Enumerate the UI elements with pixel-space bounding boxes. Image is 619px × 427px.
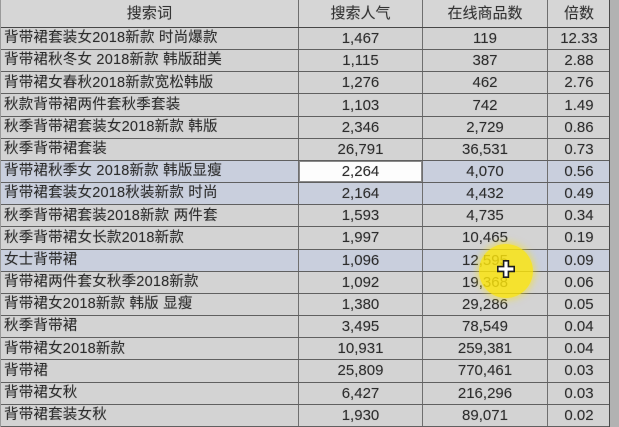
table-row: 背带裙套装女秋 1,930 89,071 0.02 [1,404,609,427]
cell-ratio[interactable]: 2.88 [564,52,594,70]
cell-ratio[interactable]: 0.19 [564,229,594,247]
cell-products[interactable]: 462 [423,72,548,94]
cell-products[interactable]: 10,465 [423,227,548,249]
cell-popularity[interactable]: 1,997 [299,227,423,249]
cell-ratio[interactable]: 0.86 [564,118,594,136]
table-row: 秋季背带裙 3,495 78,549 0.04 [1,316,609,339]
cell-popularity[interactable]: 1,096 [299,249,423,271]
cell-ratio[interactable]: 0.34 [564,207,594,225]
table-row: 背带裙秋季女 2018新款 韩版显瘦 2,264 4,070 0.56 [1,160,609,184]
header-search-popularity[interactable]: 搜索人气 [299,0,423,27]
cell-ratio[interactable]: 0.06 [564,273,594,291]
cell-search-term[interactable]: 秋季背带裙套装2018新款 两件套 [1,205,299,227]
cell-search-term[interactable]: 背带裙套装女2018秋装新款 时尚 [1,183,299,205]
cell-search-term[interactable]: 背带裙女2018新款 韩版 显瘦 [1,293,299,316]
cell-products[interactable]: 216,296 [423,382,548,404]
cell-search-term[interactable]: 背带裙秋季女 2018新款 韩版显瘦 [1,160,299,183]
cell-popularity[interactable]: 1,103 [299,94,423,116]
cell-ratio[interactable]: 0.73 [564,140,594,158]
table-row: 背带裙女2018新款 10,931 259,381 0.04 [1,338,609,361]
cell-ratio[interactable]: 1.49 [564,96,594,114]
cell-search-term[interactable]: 背带裙 [1,360,299,382]
cell-search-term[interactable]: 秋季背带裙套装女2018新款 韩版 [1,116,299,138]
cell-popularity[interactable]: 1,115 [299,50,423,72]
cell-products[interactable]: 19,368 [423,271,548,293]
table-row: 背带裙 25,809 770,461 0.03 [1,360,609,383]
cell-ratio[interactable]: 0.56 [564,163,594,181]
header-ratio[interactable]: 倍数 [563,5,594,22]
table-row: 秋季背带裙套装2018新款 两件套 1,593 4,735 0.34 [1,205,609,228]
table-row: 背带裙女春秋2018新款宽松韩版 1,276 462 2.76 [1,72,609,95]
table-row: 背带裙女2018新款 韩版 显瘦 1,380 29,286 0.05 [1,293,609,317]
active-cell[interactable]: 2,264 [299,160,423,183]
cell-ratio[interactable]: 0.03 [564,384,594,402]
table-row: 背带裙秋冬女 2018新款 韩版甜美 1,115 387 2.88 [1,50,609,73]
cell-products[interactable]: 119 [423,28,548,50]
table-row: 背带裙女秋 6,427 216,296 0.03 [1,382,609,405]
cell-search-term[interactable]: 女士背带裙 [1,249,299,271]
cell-products[interactable]: 4,070 [423,160,548,183]
header-online-products[interactable]: 在线商品数 [423,0,548,27]
cell-ratio[interactable]: 0.03 [564,362,594,380]
cell-products[interactable]: 770,461 [423,360,548,382]
cell-ratio[interactable]: 12.33 [560,30,598,48]
table-row: 背带裙套装女2018新款 时尚爆款 1,467 119 12.33 [1,28,609,51]
table-row: 背带裙两件套女秋季2018新款 1,092 19,368 0.06 [1,271,609,294]
cell-popularity[interactable]: 6,427 [299,382,423,404]
cell-products[interactable]: 29,286 [423,293,548,316]
cell-popularity[interactable]: 26,791 [299,138,423,160]
cell-popularity[interactable]: 1,467 [299,28,423,50]
cell-ratio[interactable]: 0.02 [564,406,594,424]
cell-ratio[interactable]: 0.04 [564,340,594,358]
cell-products[interactable]: 36,531 [423,138,548,160]
cell-search-term[interactable]: 背带裙套装女2018新款 时尚爆款 [1,28,299,50]
table-row: 秋季背带裙套装女2018新款 韩版 2,346 2,729 0.86 [1,116,609,139]
cell-products-under-cursor[interactable]: 12,595 [423,249,548,271]
cell-search-term[interactable]: 背带裙秋冬女 2018新款 韩版甜美 [1,50,299,72]
table-row: 秋季背带裙女长款2018新款 1,997 10,465 0.19 [1,227,609,250]
cell-products[interactable]: 4,432 [423,183,548,205]
cell-popularity[interactable]: 2,164 [299,183,423,205]
header-search-term[interactable]: 搜索词 [1,0,299,27]
cell-popularity[interactable]: 1,593 [299,205,423,227]
table-row: 秋款背带裙两件套秋季套装 1,103 742 1.49 [1,94,609,117]
cell-popularity[interactable]: 10,931 [299,338,423,360]
cell-popularity[interactable]: 3,495 [299,316,423,338]
cell-products[interactable]: 2,729 [423,116,548,138]
cell-search-term[interactable]: 秋季背带裙 [1,316,299,338]
table-header-row: 搜索词 搜索人气 在线商品数 倍数 [1,0,609,28]
table-row: 背带裙套装女2018秋装新款 时尚 2,164 4,432 0.49 [1,183,609,206]
cell-ratio[interactable]: 2.76 [564,74,594,92]
cell-search-term[interactable]: 背带裙女2018新款 [1,338,299,360]
cell-popularity[interactable]: 25,809 [299,360,423,382]
cell-ratio[interactable]: 0.05 [564,295,594,313]
cell-ratio[interactable]: 0.04 [564,318,594,336]
cell-search-term[interactable]: 背带裙女春秋2018新款宽松韩版 [1,72,299,94]
cell-popularity[interactable]: 1,380 [299,293,423,316]
cell-products[interactable]: 4,735 [423,205,548,227]
cell-products[interactable]: 89,071 [423,404,548,426]
table-row: 女士背带裙 1,096 12,595 0.09 [1,249,609,272]
cell-popularity[interactable]: 2,346 [299,116,423,138]
cell-search-term[interactable]: 秋款背带裙两件套秋季套装 [1,94,299,116]
cell-popularity[interactable]: 1,092 [299,271,423,293]
table-row: 秋季背带裙套装 26,791 36,531 0.73 [1,138,609,161]
cell-search-term[interactable]: 背带裙两件套女秋季2018新款 [1,271,299,293]
cell-popularity[interactable]: 1,930 [299,404,423,426]
cell-ratio[interactable]: 0.09 [564,251,594,269]
cell-ratio[interactable]: 0.49 [564,185,594,203]
cell-products[interactable]: 742 [423,94,548,116]
cell-popularity[interactable]: 1,276 [299,72,423,94]
cell-products[interactable]: 387 [423,50,548,72]
cell-search-term[interactable]: 背带裙套装女秋 [1,404,299,426]
cell-products[interactable]: 259,381 [423,338,548,360]
cell-products[interactable]: 78,549 [423,316,548,338]
cell-search-term[interactable]: 秋季背带裙女长款2018新款 [1,227,299,249]
cell-search-term[interactable]: 背带裙女秋 [1,382,299,404]
cell-search-term[interactable]: 秋季背带裙套装 [1,138,299,160]
